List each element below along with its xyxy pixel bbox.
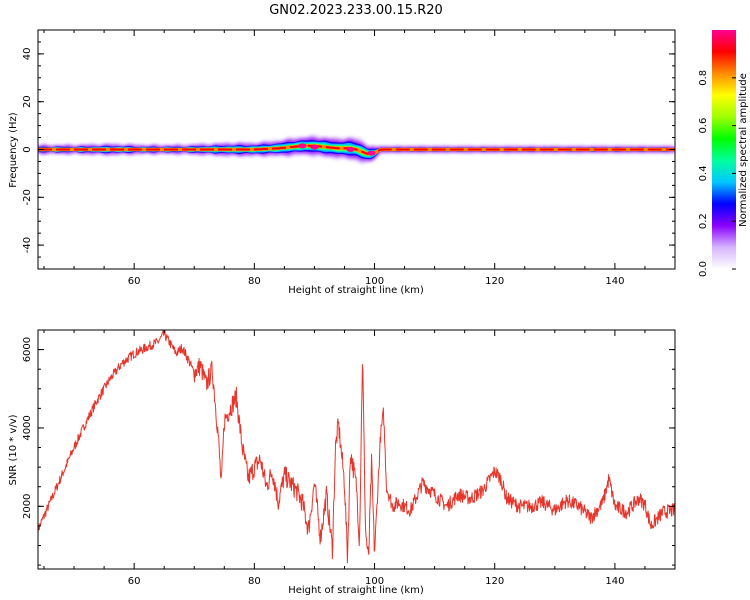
x-tick-label: 120 [485, 276, 504, 287]
y-tick-label: 2000 [22, 494, 33, 519]
snr-x-label: Height of straight line (km) [288, 585, 424, 596]
spectrogram-hot-spot [310, 144, 319, 150]
spectrogram-x-ticks: 60 80 100 120 140 [43, 30, 676, 287]
colorbar-tick-label: 0.0 [698, 261, 709, 277]
spectrogram-x-label: Height of straight line (km) [288, 285, 424, 296]
colorbar-label: Normalized spectral amplitude [738, 73, 749, 227]
colorbar-body [712, 30, 736, 269]
y-tick-label: 6000 [22, 337, 33, 362]
x-tick-label: 80 [248, 576, 261, 587]
x-tick-label: 140 [605, 276, 624, 287]
spectrogram-y-label: Frequency (Hz) [8, 112, 19, 188]
spectrogram-core [38, 144, 675, 156]
x-tick-label: 100 [365, 276, 384, 287]
spectrogram-heat-layer [38, 134, 675, 165]
y-tick-label: -40 [22, 237, 33, 253]
x-tick-label: 120 [485, 576, 504, 587]
spectrogram-hot-spot [367, 150, 376, 156]
snr-background [38, 330, 675, 569]
y-tick-label: 4000 [22, 415, 33, 440]
snr-x-ticks: 60 80 100 120 140 [43, 330, 676, 587]
y-tick-label: 0 [22, 146, 33, 152]
colorbar-tick-label: 0.6 [698, 118, 709, 134]
snr-frame [37, 329, 676, 570]
spectrogram-hot-spot [298, 143, 307, 149]
spectrogram-hot-spot [346, 147, 355, 152]
x-tick-label: 140 [605, 576, 624, 587]
colorbar-tick-label: 0.4 [698, 165, 709, 181]
spectrogram-panel: 60 80 100 120 140 40 20 0 -20 -40 Height of stra… [8, 29, 676, 296]
figure-title: GN02.2023.233.00.15.R20 [269, 3, 443, 18]
colorbar-tick-label: 0.2 [698, 213, 709, 229]
spectrogram-y-ticks: 40 20 0 -20 -40 [22, 29, 675, 270]
y-tick-label: -20 [22, 189, 33, 205]
snr-y-label: SNR (10 * v/v) [8, 414, 19, 485]
snr-panel: 60 80 100 120 140 2000 4000 6000 Height of str… [8, 329, 676, 596]
y-tick-label: 20 [22, 95, 33, 108]
snr-series-line [38, 330, 675, 564]
x-tick-label: 60 [128, 576, 141, 587]
y-tick-label: 40 [22, 48, 33, 61]
x-tick-label: 100 [365, 576, 384, 587]
x-tick-label: 80 [248, 276, 261, 287]
colorbar-ticks: 0.0 0.2 0.4 0.6 0.8 [698, 70, 736, 277]
snr-y-ticks: 2000 4000 6000 [22, 329, 675, 566]
colorbar-tick-label: 0.8 [698, 70, 709, 86]
colorbar: 0.0 0.2 0.4 0.6 0.8 Normalized spectral ampl… [698, 30, 749, 277]
x-tick-label: 60 [128, 276, 141, 287]
